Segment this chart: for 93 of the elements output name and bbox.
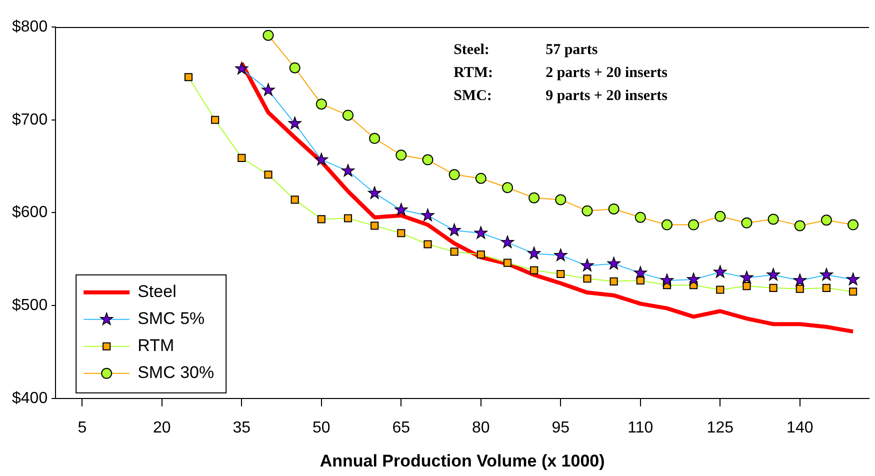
point bbox=[527, 246, 541, 260]
point bbox=[820, 214, 832, 226]
point bbox=[264, 170, 272, 179]
point bbox=[768, 214, 779, 225]
point bbox=[660, 274, 674, 286]
point bbox=[342, 110, 354, 121]
point bbox=[556, 270, 565, 278]
point bbox=[608, 203, 620, 214]
point bbox=[448, 223, 461, 236]
x-tick-label: 125 bbox=[706, 419, 734, 436]
point bbox=[607, 256, 620, 270]
legend-label: RTM bbox=[138, 336, 174, 356]
point bbox=[476, 250, 485, 259]
point bbox=[422, 154, 434, 166]
point bbox=[503, 258, 512, 267]
text: Steel: 57 parts bbox=[454, 42, 598, 58]
point bbox=[555, 194, 566, 206]
legend-label: SMC 5% bbox=[138, 309, 205, 328]
point bbox=[238, 154, 246, 162]
point bbox=[368, 186, 382, 199]
point bbox=[848, 219, 859, 230]
point bbox=[582, 205, 593, 216]
point bbox=[184, 73, 193, 82]
point bbox=[211, 116, 220, 124]
point bbox=[424, 240, 432, 248]
point bbox=[344, 214, 352, 222]
point bbox=[714, 265, 727, 278]
x-tick-label: 5 bbox=[78, 419, 87, 436]
point bbox=[502, 182, 513, 194]
x-tick-label: 110 bbox=[628, 419, 654, 436]
point bbox=[846, 272, 860, 286]
point bbox=[528, 192, 540, 204]
point bbox=[793, 274, 806, 286]
point bbox=[741, 217, 752, 228]
legend-label: Steel bbox=[138, 282, 176, 302]
point bbox=[580, 258, 594, 272]
x-tick-label: 35 bbox=[232, 419, 251, 436]
point bbox=[766, 268, 780, 281]
y-tick-label: $700 bbox=[12, 111, 48, 128]
point bbox=[740, 270, 754, 284]
point bbox=[796, 284, 804, 293]
point bbox=[500, 236, 514, 248]
point bbox=[714, 210, 726, 222]
point bbox=[634, 212, 646, 223]
y-tick-label: $800 bbox=[12, 18, 48, 36]
point bbox=[849, 288, 858, 296]
point bbox=[716, 286, 724, 294]
y-tick-label: $500 bbox=[12, 296, 48, 314]
point bbox=[554, 248, 568, 262]
point bbox=[475, 172, 486, 184]
point bbox=[370, 222, 379, 230]
point bbox=[634, 266, 647, 279]
point bbox=[394, 203, 408, 216]
point bbox=[530, 266, 538, 274]
point bbox=[262, 30, 274, 41]
point bbox=[341, 164, 355, 177]
point bbox=[290, 196, 299, 204]
point bbox=[474, 226, 488, 239]
point bbox=[288, 116, 302, 130]
point bbox=[450, 248, 458, 256]
point bbox=[448, 169, 460, 180]
point bbox=[822, 284, 831, 292]
point bbox=[262, 83, 275, 96]
point bbox=[769, 284, 778, 292]
y-tick-label: $600 bbox=[12, 204, 48, 222]
x-tick-label: 65 bbox=[392, 419, 410, 436]
point bbox=[661, 219, 672, 230]
legend-label: SMC 30% bbox=[138, 363, 214, 382]
point bbox=[235, 62, 248, 74]
point bbox=[289, 62, 300, 74]
point bbox=[316, 98, 327, 110]
point bbox=[396, 150, 407, 161]
point bbox=[610, 277, 618, 286]
point bbox=[317, 215, 326, 224]
text: SMC: 9 parts + 20 inserts bbox=[454, 88, 668, 104]
point bbox=[794, 220, 806, 232]
x-tick-label: 50 bbox=[312, 419, 330, 436]
point bbox=[397, 229, 406, 238]
point bbox=[742, 282, 751, 290]
point bbox=[421, 208, 434, 222]
point bbox=[314, 152, 328, 166]
x-tick-label: 20 bbox=[153, 419, 171, 436]
point bbox=[820, 268, 834, 281]
x-tick-label: 95 bbox=[552, 419, 570, 436]
point bbox=[686, 272, 700, 286]
point bbox=[369, 132, 380, 144]
x-axis-title: Annual Production Volume (x 1000) bbox=[320, 451, 605, 470]
x-tick-label: 80 bbox=[472, 419, 490, 436]
y-tick-label: $400 bbox=[12, 390, 48, 407]
text: RTM: 2 parts + 20 inserts bbox=[454, 64, 668, 81]
point bbox=[688, 219, 700, 230]
x-tick-label: 140 bbox=[786, 419, 814, 436]
point bbox=[583, 274, 592, 283]
